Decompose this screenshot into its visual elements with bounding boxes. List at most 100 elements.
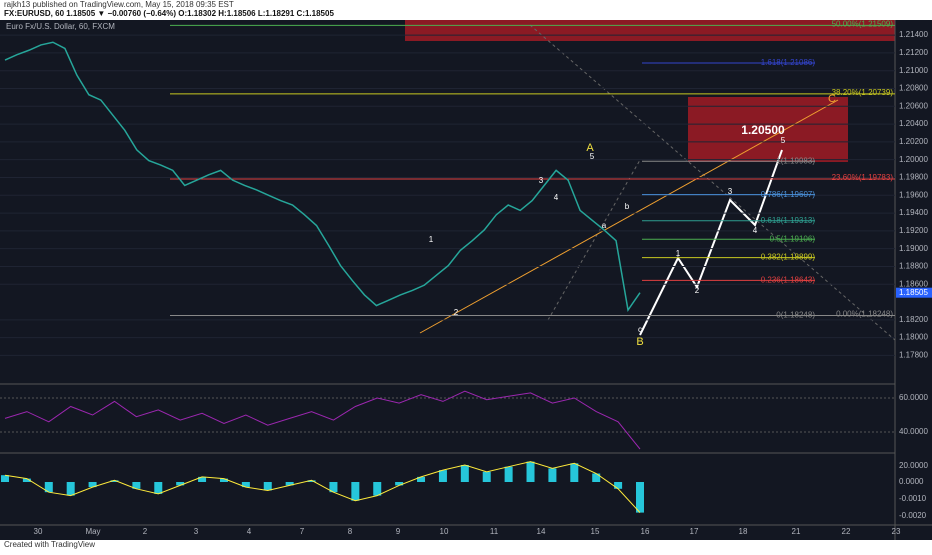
- fib-label: 0.5(1.19106): [770, 234, 816, 243]
- macd-bar: [329, 482, 338, 493]
- macd-bar: [482, 471, 491, 482]
- retracement-label: 0.00%(1.18248): [836, 310, 893, 319]
- wave-label: 4: [753, 226, 758, 235]
- macd-tick-label: -0.0020: [899, 511, 927, 520]
- time-label: 30: [34, 527, 43, 536]
- price-tick-label: 1.19800: [899, 173, 928, 182]
- fib-label: 0.618(1.19313): [761, 216, 816, 225]
- macd-tick-label: -0.0010: [899, 494, 927, 503]
- price-tick-label: 1.17800: [899, 351, 928, 360]
- wave-label: 2: [695, 286, 700, 295]
- macd-bar: [526, 461, 535, 482]
- fib-label: 0.786(1.19607): [761, 190, 816, 199]
- fib-label: 1.618(1.21086): [761, 58, 816, 67]
- macd-bar: [307, 480, 316, 482]
- macd-bar: [176, 482, 185, 486]
- price-tick-label: 1.19200: [899, 226, 928, 235]
- time-label: 21: [792, 527, 801, 536]
- wave-label: C: [828, 93, 836, 105]
- wave-label: 2: [454, 308, 459, 317]
- time-label: 22: [842, 527, 851, 536]
- price-line: [4, 41, 641, 312]
- macd-tick-label: 0.0000: [899, 477, 924, 486]
- macd-bar: [351, 482, 360, 501]
- wave-label: b: [625, 202, 630, 211]
- time-label: 16: [641, 527, 650, 536]
- time-label: May: [85, 527, 100, 536]
- price-tick-label: 1.20800: [899, 84, 928, 93]
- macd-bar: [373, 482, 382, 496]
- price-tick-label: 1.18600: [899, 279, 928, 288]
- price-tick-label: 1.20600: [899, 101, 928, 110]
- wave-label: 3: [728, 187, 733, 196]
- wave-label: c: [638, 325, 642, 334]
- time-label: 15: [591, 527, 600, 536]
- macd-bar: [460, 465, 469, 482]
- macd-bar: [548, 468, 557, 482]
- macd-bar: [132, 482, 141, 489]
- wave-label: A: [586, 142, 594, 154]
- time-label: 11: [490, 527, 499, 536]
- price-tick-label: 1.18200: [899, 315, 928, 324]
- price-tick-label: 1.19000: [899, 244, 928, 253]
- rsi-tick-label: 20.0000: [899, 461, 928, 470]
- price-tick-label: 1.20400: [899, 119, 928, 128]
- macd-bar: [241, 482, 250, 488]
- macd-bar: [504, 466, 513, 482]
- macd-bar: [417, 476, 426, 482]
- macd-bar: [88, 482, 97, 488]
- wave-label: B: [636, 336, 643, 348]
- rsi-tick-label: 40.0000: [899, 427, 928, 436]
- retracement-label: 50.00%(1.21509): [832, 20, 894, 29]
- price-tick-label: 1.18000: [899, 333, 928, 342]
- target-zone: [688, 97, 848, 162]
- macd-bar: [636, 482, 644, 513]
- time-label: 10: [440, 527, 449, 536]
- price-tick-label: 1.21400: [899, 30, 928, 39]
- rsi-line: [4, 390, 641, 450]
- time-label: 3: [194, 527, 199, 536]
- price-tick-label: 1.18800: [899, 262, 928, 271]
- symbol-line: FX:EURUSD, 60 1.18505 ▼ −0.00760 (−0.64%…: [4, 9, 334, 18]
- fib-label: 0.236(1.18643): [761, 276, 816, 285]
- time-label: 7: [300, 527, 305, 536]
- fib-label: 1(1.19983): [776, 156, 815, 165]
- wave-label: 4: [554, 193, 559, 202]
- rsi-tick-label: 60.0000: [899, 393, 928, 402]
- time-label: 9: [396, 527, 401, 536]
- price-tick-label: 1.20200: [899, 137, 928, 146]
- time-label: 23: [892, 527, 901, 536]
- macd-bar: [154, 482, 163, 494]
- macd-line: [4, 461, 641, 513]
- last-price-box: [896, 287, 932, 298]
- publisher: rajkh13 published on TradingView.com, Ma…: [4, 0, 234, 9]
- time-label: 2: [143, 527, 148, 536]
- header-bg: [0, 0, 932, 20]
- macd-bar: [395, 482, 404, 486]
- macd-bar: [219, 478, 228, 482]
- footer: Created with TradingView: [4, 540, 95, 549]
- price-tick-label: 1.19400: [899, 208, 928, 217]
- macd-bar: [22, 478, 31, 482]
- trendline: [419, 99, 839, 334]
- series-title: Euro Fx/U.S. Dollar, 60, FXCM: [6, 22, 115, 31]
- macd-bar: [570, 463, 579, 482]
- zone: [405, 20, 895, 41]
- price-tick-label: 1.21000: [899, 66, 928, 75]
- macd-bar: [110, 480, 119, 482]
- price-tick-label: 1.19600: [899, 190, 928, 199]
- wave-label: 1: [676, 249, 681, 258]
- macd-bar: [592, 473, 601, 482]
- retracement-label: 23.60%(1.19783): [832, 173, 894, 182]
- time-label: 18: [739, 527, 748, 536]
- projection: [639, 149, 783, 336]
- channel: [529, 24, 896, 341]
- macd-bar: [66, 482, 75, 496]
- time-label: 4: [247, 527, 252, 536]
- footer-bg: [0, 540, 932, 550]
- time-label: 8: [348, 527, 353, 536]
- macd-bar: [263, 482, 272, 491]
- macd-bar: [614, 482, 623, 489]
